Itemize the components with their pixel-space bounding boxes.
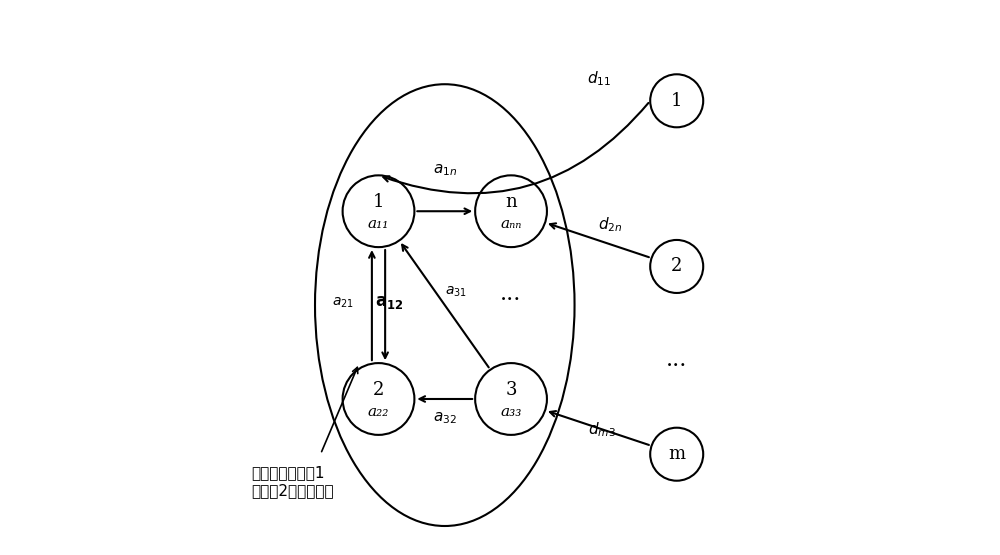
Circle shape: [475, 175, 547, 247]
Circle shape: [475, 363, 547, 435]
Text: aₙₙ: aₙₙ: [500, 217, 522, 231]
Text: $\mathbf{a_{12}}$: $\mathbf{a_{12}}$: [375, 294, 404, 311]
Text: $a_{32}$: $a_{32}$: [433, 411, 457, 426]
Text: $a_{1n}$: $a_{1n}$: [433, 162, 457, 178]
Text: n: n: [505, 193, 517, 211]
Text: $d_{2n}$: $d_{2n}$: [598, 216, 623, 234]
Text: $d_{m3}$: $d_{m3}$: [588, 420, 616, 438]
Text: a₁₁: a₁₁: [368, 217, 389, 231]
Text: $d_{11}$: $d_{11}$: [587, 69, 611, 88]
Circle shape: [650, 74, 703, 127]
Text: （生产单位产品1
对产品2的消耗量）: （生产单位产品1 对产品2的消耗量）: [252, 466, 334, 498]
Circle shape: [343, 175, 414, 247]
Text: ...: ...: [666, 349, 687, 371]
Text: 2: 2: [373, 381, 384, 399]
Text: a₂₂: a₂₂: [368, 405, 389, 418]
Text: 3: 3: [505, 381, 517, 399]
Circle shape: [650, 240, 703, 293]
Text: $a_{31}$: $a_{31}$: [445, 284, 467, 299]
Text: a₃₃: a₃₃: [500, 405, 522, 418]
Text: 2: 2: [671, 258, 682, 275]
Text: ...: ...: [500, 283, 522, 305]
Circle shape: [650, 428, 703, 481]
Text: 1: 1: [373, 193, 384, 211]
Circle shape: [343, 363, 414, 435]
Text: m: m: [668, 445, 685, 463]
Text: 1: 1: [671, 92, 682, 110]
Text: $a_{21}$: $a_{21}$: [332, 295, 354, 310]
